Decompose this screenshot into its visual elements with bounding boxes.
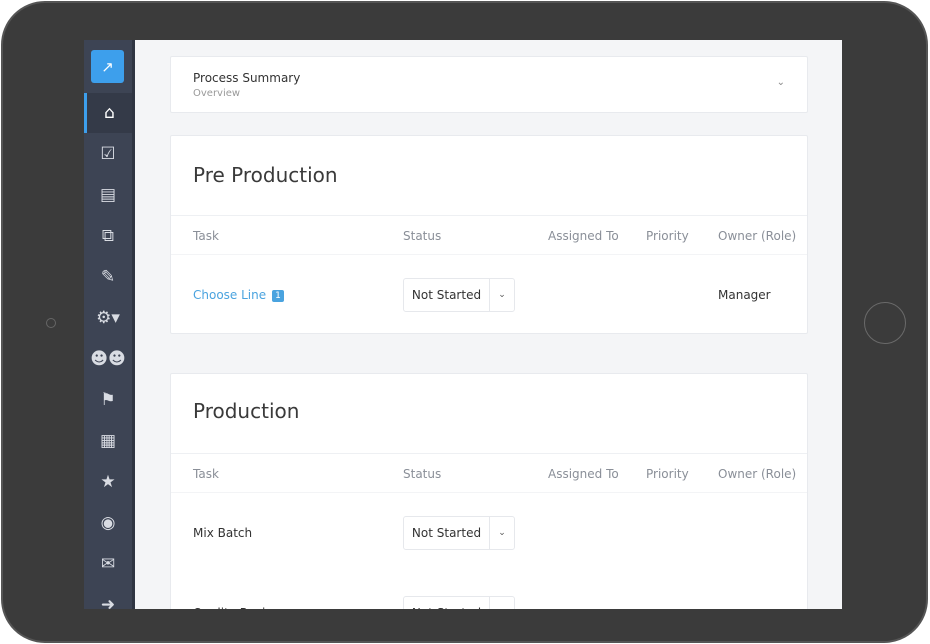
sidebar-item-table[interactable]: ▦ [84, 421, 132, 461]
summary-title: Process Summary [193, 71, 301, 85]
task-label: Choose Line [193, 288, 267, 302]
section-production: Production Task Status Assigned To Priority O… [170, 373, 808, 609]
chevron-down-icon[interactable]: ⌄ [498, 290, 506, 300]
column-header: Assigned To [548, 229, 619, 243]
chevron-down-icon[interactable]: ⌄ [490, 597, 514, 609]
checkbox-icon: ☑ [100, 144, 116, 164]
flag-icon: ⚑ [100, 390, 116, 410]
task-label: Mix Batch [193, 526, 253, 540]
table-row: Quality Review Not Started⌄ [171, 573, 807, 609]
document-icon: ▤ [99, 185, 117, 205]
sign-out-icon: ➜ [100, 595, 116, 609]
owner-role: Manager [718, 288, 771, 302]
users-icon: ☻☻ [90, 349, 126, 369]
sidebar-item-users[interactable]: ☻☻ [84, 339, 132, 379]
task-name: Quality Review [193, 606, 283, 609]
table-row: Choose Line 1 Not Started ⌄ Manager [171, 255, 807, 335]
table-icon: ▦ [99, 431, 117, 451]
copy-icon: ⧉ [101, 226, 115, 246]
process-summary-card[interactable]: Process Summary Overview ⌄ [170, 56, 808, 113]
status-select[interactable]: Not Started ⌄ [403, 516, 515, 550]
column-header: Status [403, 229, 442, 243]
task-name[interactable]: Choose Line 1 [193, 288, 284, 302]
column-header: Assigned To [548, 467, 619, 481]
sidebar: ↗ ⌂ ☑ ▤ ⧉ ✎ ⚙▾ ☻☻ ⚑ ▦ ★ ◉ ✉ ➜ [84, 40, 135, 609]
home-hardware-button[interactable] [864, 302, 906, 344]
status-value: Not Started [404, 597, 490, 609]
sidebar-item-flag[interactable]: ⚑ [84, 380, 132, 420]
user-circle-icon: ◉ [100, 513, 116, 533]
chevron-down-icon[interactable]: ⌄ [776, 77, 785, 88]
status-select[interactable]: Not Started⌄ [403, 596, 515, 609]
gears-icon: ⚙▾ [96, 308, 120, 328]
logo-arrow-icon[interactable]: ↗ [91, 50, 124, 83]
sidebar-item-sign-out[interactable]: ➜ [84, 585, 132, 609]
envelope-icon: ✉ [100, 554, 116, 574]
table-header: Task Status Assigned To Priority Owner (Role… [171, 453, 807, 493]
sidebar-item-document[interactable]: ▤ [84, 175, 132, 215]
section-pre-production: Pre Production Task Status Assigned To Prior… [170, 135, 808, 334]
status-value: Not Started [404, 279, 490, 311]
sidebar-item-checkbox[interactable]: ☑ [84, 134, 132, 174]
chevron-down-icon[interactable]: ⌄ [498, 528, 506, 538]
sidebar-item-gears[interactable]: ⚙▾ [84, 298, 132, 338]
screen: ↗ ⌂ ☑ ▤ ⧉ ✎ ⚙▾ ☻☻ ⚑ ▦ ★ ◉ ✉ ➜ Process Summary Overvi… [84, 40, 842, 609]
table-header: Task Status Assigned To Priority Owner (Role… [171, 215, 807, 255]
column-header: Priority [646, 467, 689, 481]
camera [46, 318, 56, 328]
task-name: Mix Batch [193, 526, 252, 540]
column-header: Owner (Role) [718, 467, 797, 481]
column-header: Priority [646, 229, 689, 243]
column-header: Task [193, 229, 219, 243]
sidebar-item-home[interactable]: ⌂ [84, 93, 132, 133]
section-title: Production [193, 399, 300, 423]
column-header: Task [193, 467, 219, 481]
task-label: Quality Review [193, 606, 283, 609]
sidebar-item-user-circle[interactable]: ◉ [84, 503, 132, 543]
edit-icon: ✎ [100, 267, 116, 287]
sidebar-item-copy[interactable]: ⧉ [84, 216, 132, 256]
sidebar-item-edit[interactable]: ✎ [84, 257, 132, 297]
column-header: Status [403, 467, 442, 481]
status-value: Not Started [404, 517, 490, 549]
sidebar-item-star[interactable]: ★ [84, 462, 132, 502]
table-row: Mix Batch Not Started ⌄ [171, 493, 807, 573]
home-icon: ⌂ [104, 103, 115, 123]
status-select[interactable]: Not Started ⌄ [403, 278, 515, 312]
column-header: Owner (Role) [718, 229, 797, 243]
summary-subtitle: Overview [193, 88, 241, 99]
star-icon: ★ [100, 472, 116, 492]
sidebar-item-envelope[interactable]: ✉ [84, 544, 132, 584]
section-title: Pre Production [193, 163, 338, 187]
count-badge: 1 [272, 290, 284, 302]
